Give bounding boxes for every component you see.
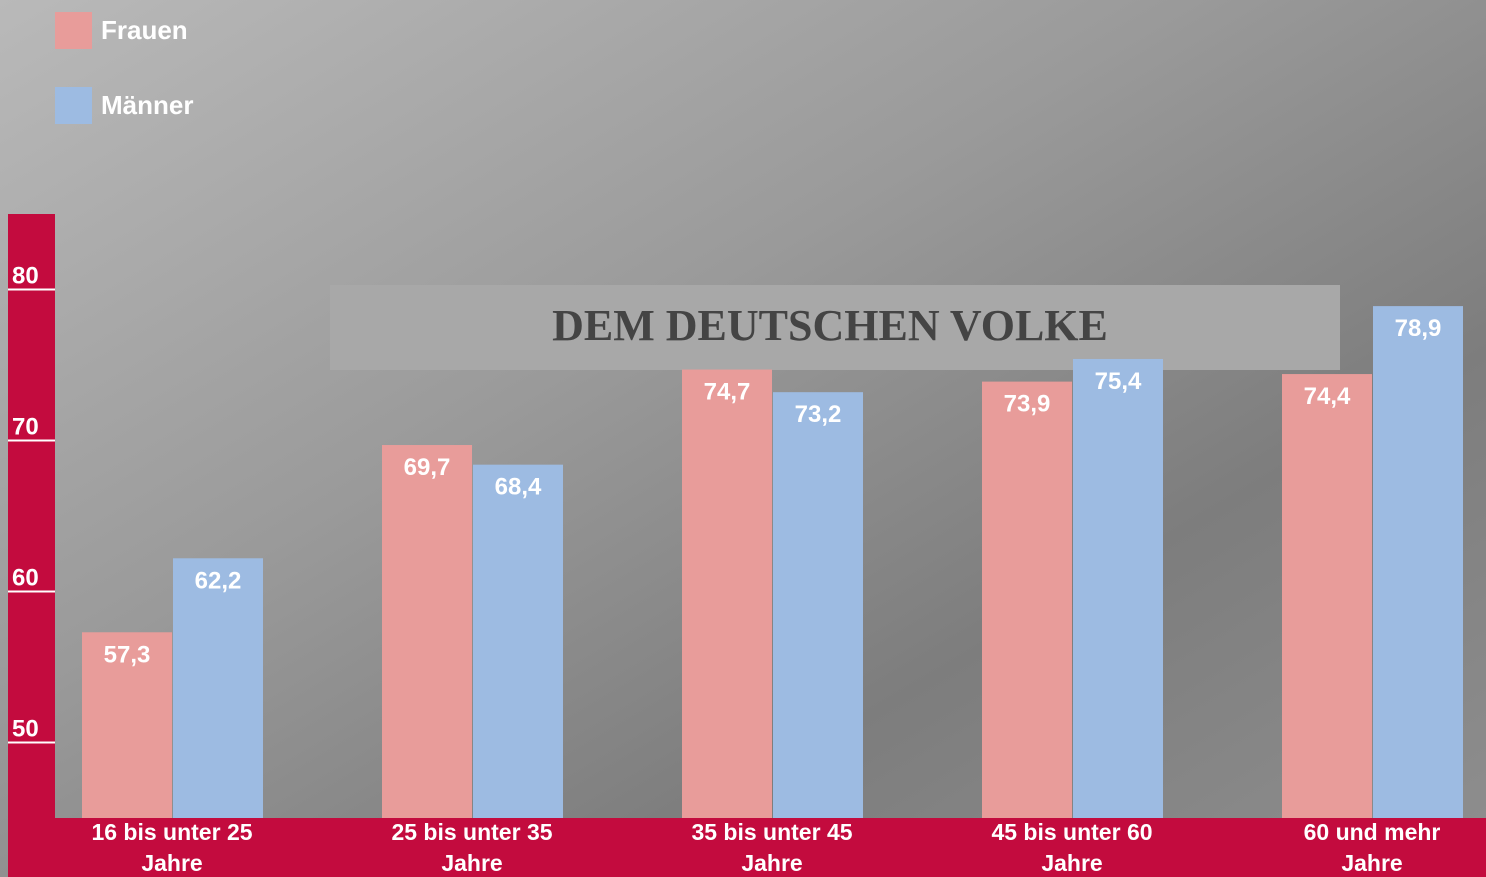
bar (1373, 306, 1463, 818)
x-tick-label: 60 und mehr Jahre (1303, 819, 1441, 876)
y-tick-label: 60 (12, 565, 39, 592)
legend-swatch (55, 87, 92, 124)
value-label: 74,7 (704, 379, 751, 406)
value-label: 73,9 (1004, 391, 1051, 418)
legend-label: Frauen (101, 15, 188, 45)
inscription-band (330, 285, 1340, 370)
bar (382, 445, 472, 818)
bar (1282, 374, 1372, 818)
value-label: 62,2 (195, 567, 242, 594)
legend-label: Männer (101, 90, 193, 120)
x-tick-label: 25 bis unter 35 Jahre (391, 819, 553, 876)
y-tick-label: 70 (12, 414, 39, 441)
x-tick-label: 35 bis unter 45 Jahre (691, 819, 853, 876)
y-tick-label: 50 (12, 716, 39, 743)
x-tick-label: 45 bis unter 60 Jahre (991, 819, 1153, 876)
value-label: 57,3 (104, 641, 151, 668)
bar (682, 369, 772, 818)
x-tick-label: 16 bis unter 25 Jahre (91, 819, 253, 876)
bar (982, 381, 1072, 818)
value-label: 69,7 (404, 454, 451, 481)
bar (473, 464, 563, 818)
x-axis-strip (8, 818, 1486, 877)
value-label: 73,2 (795, 401, 842, 428)
y-axis-strip (8, 214, 55, 877)
bar (1073, 358, 1163, 818)
value-label: 78,9 (1395, 315, 1442, 342)
value-label: 68,4 (495, 474, 542, 501)
legend-swatch (55, 12, 92, 49)
inscription: DEM DEUTSCHEN VOLKE (552, 301, 1108, 350)
bar (173, 558, 263, 818)
value-label: 75,4 (1095, 368, 1142, 395)
value-label: 74,4 (1304, 383, 1351, 410)
bar (82, 632, 172, 818)
bar (773, 392, 863, 818)
y-tick-label: 80 (12, 263, 39, 290)
